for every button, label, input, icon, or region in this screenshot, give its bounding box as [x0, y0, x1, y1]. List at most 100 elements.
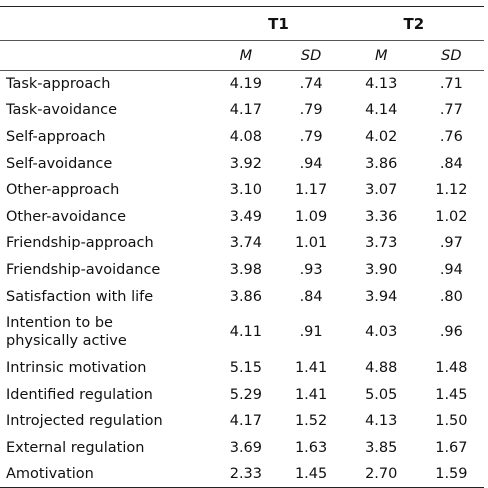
cell-t2-sd: .84: [439, 155, 463, 172]
descriptive-statistics-table: T1 T2 M SD M SD Task-approach 4.19 .74 4…: [0, 6, 484, 488]
group-header-t1: T1: [213, 6, 344, 41]
cell-t2-m: 3.94: [365, 288, 398, 305]
cell-t1-sd: .93: [299, 261, 323, 278]
table-row: Intrinsic motivation 5.15 1.41 4.88 1.48: [0, 355, 484, 382]
cell-t1-sd: 1.41: [294, 360, 328, 377]
row-label: Self-approach: [6, 128, 106, 145]
row-label: Other-approach: [6, 182, 120, 199]
cell-t1-sd: .79: [299, 102, 323, 119]
table-row: Friendship-approach 3.74 1.01 3.73 .97: [0, 230, 484, 257]
cell-t1-m: 4.17: [229, 102, 263, 119]
cell-t1-sd: .91: [299, 324, 323, 341]
cell-t2-m: 3.90: [365, 261, 398, 278]
row-label: Task-approach: [6, 76, 111, 93]
cell-t1-sd: 1.45: [278, 461, 344, 488]
cell-t1-sd: 1.63: [294, 439, 328, 456]
table-row: Other-avoidance 3.49 1.09 3.36 1.02: [0, 203, 484, 230]
cell-t1-sd: 1.17: [294, 182, 328, 199]
cell-t2-m: 3.36: [365, 208, 398, 225]
row-label: Friendship-approach: [6, 235, 154, 252]
cell-t2-sd: 1.50: [435, 413, 468, 430]
cell-t1-m: 3.69: [229, 439, 263, 456]
table-row: Intention to be physically active 4.11 .9…: [0, 310, 484, 355]
cell-t1-m: 5.29: [229, 386, 263, 403]
row-label: Identified regulation: [6, 386, 153, 403]
cell-t2-m: 4.13: [365, 76, 398, 93]
cell-t2-sd: .77: [439, 102, 463, 119]
cell-t2-m: 3.86: [365, 155, 398, 172]
cell-t1-sd: 1.01: [294, 235, 328, 252]
empty-header-cell: [0, 6, 214, 41]
group-header-t2: T2: [343, 6, 484, 41]
cell-t1-m: 3.86: [229, 288, 263, 305]
row-label: Intention to be physically active: [0, 310, 213, 355]
table-row: Self-approach 4.08 .79 4.02 .76: [0, 124, 484, 151]
subheader-t1-m: M: [213, 40, 279, 71]
cell-t2-m: 4.88: [365, 360, 398, 377]
cell-t2-sd: 1.02: [435, 208, 468, 225]
cell-t2-sd: .97: [439, 235, 463, 252]
cell-t1-sd: 1.52: [294, 413, 328, 430]
subheader-row: M SD M SD: [0, 40, 484, 71]
cell-t1-m: 3.92: [229, 155, 263, 172]
cell-t1-m: 2.33: [213, 461, 279, 488]
row-label: Self-avoidance: [6, 155, 113, 172]
row-label: Satisfaction with life: [6, 288, 154, 305]
cell-t2-m: 4.14: [365, 102, 398, 119]
cell-t1-m: 4.17: [229, 413, 263, 430]
cell-t1-m: 3.74: [229, 235, 263, 252]
row-label: Friendship-avoidance: [6, 261, 161, 278]
cell-t1-sd: .94: [299, 155, 323, 172]
subheader-t2-m: M: [343, 40, 419, 71]
cell-t2-m: 5.05: [365, 386, 398, 403]
table-header: T1 T2 M SD M SD: [0, 6, 484, 71]
cell-t2-sd: 1.45: [435, 386, 468, 403]
cell-t2-sd: .80: [439, 288, 463, 305]
cell-t1-sd: 1.41: [294, 386, 328, 403]
cell-t2-sd: .94: [439, 261, 463, 278]
group-header-row: T1 T2: [0, 6, 484, 41]
cell-t2-sd: 1.48: [435, 360, 468, 377]
table-row: Task-avoidance 4.17 .79 4.14 .77: [0, 97, 484, 124]
table-row: Self-avoidance 3.92 .94 3.86 .84: [0, 150, 484, 177]
cell-t2-sd: 1.59: [418, 461, 484, 488]
cell-t1-m: 3.49: [229, 208, 263, 225]
row-label: Amotivation: [0, 461, 214, 488]
table-row: Introjected regulation 4.17 1.52 4.13 1.…: [0, 408, 484, 435]
cell-t2-sd: .96: [439, 324, 463, 341]
cell-t1-m: 4.19: [229, 76, 263, 93]
row-label: Intrinsic motivation: [6, 360, 147, 377]
cell-t1-m: 4.11: [229, 324, 263, 341]
cell-t1-sd: 1.09: [294, 208, 328, 225]
cell-t1-m: 5.15: [229, 360, 263, 377]
cell-t1-sd: .74: [299, 76, 323, 93]
table-body: Task-approach 4.19 .74 4.13 .71 Task-avo…: [0, 71, 484, 488]
cell-t2-sd: 1.67: [435, 439, 468, 456]
row-label: Task-avoidance: [6, 102, 118, 119]
table-row: Other-approach 3.10 1.17 3.07 1.12: [0, 177, 484, 204]
cell-t2-sd: .71: [439, 76, 463, 93]
table-row: Task-approach 4.19 .74 4.13 .71: [0, 71, 484, 98]
cell-t1-sd: .79: [299, 128, 323, 145]
cell-t2-sd: 1.12: [435, 182, 468, 199]
cell-t2-m: 3.85: [365, 439, 398, 456]
row-label: Other-avoidance: [6, 208, 127, 225]
row-label-line: Intention to be: [6, 315, 113, 332]
table-row: Identified regulation 5.29 1.41 5.05 1.4…: [0, 381, 484, 408]
cell-t1-sd: .84: [299, 288, 323, 305]
row-label: External regulation: [6, 439, 145, 456]
row-label: Introjected regulation: [6, 413, 163, 430]
table-row: Satisfaction with life 3.86 .84 3.94 .80: [0, 283, 484, 310]
cell-t1-m: 4.08: [229, 128, 263, 145]
table-row: External regulation 3.69 1.63 3.85 1.67: [0, 435, 484, 462]
empty-subheader-cell: [0, 40, 214, 71]
cell-t2-sd: .76: [439, 128, 463, 145]
cell-t2-m: 3.07: [365, 182, 398, 199]
cell-t2-m: 4.13: [365, 413, 398, 430]
table-row: Friendship-avoidance 3.98 .93 3.90 .94: [0, 257, 484, 284]
subheader-t1-sd: SD: [278, 40, 344, 71]
cell-t1-m: 3.98: [229, 261, 263, 278]
cell-t2-m: 3.73: [365, 235, 398, 252]
cell-t1-m: 3.10: [229, 182, 263, 199]
